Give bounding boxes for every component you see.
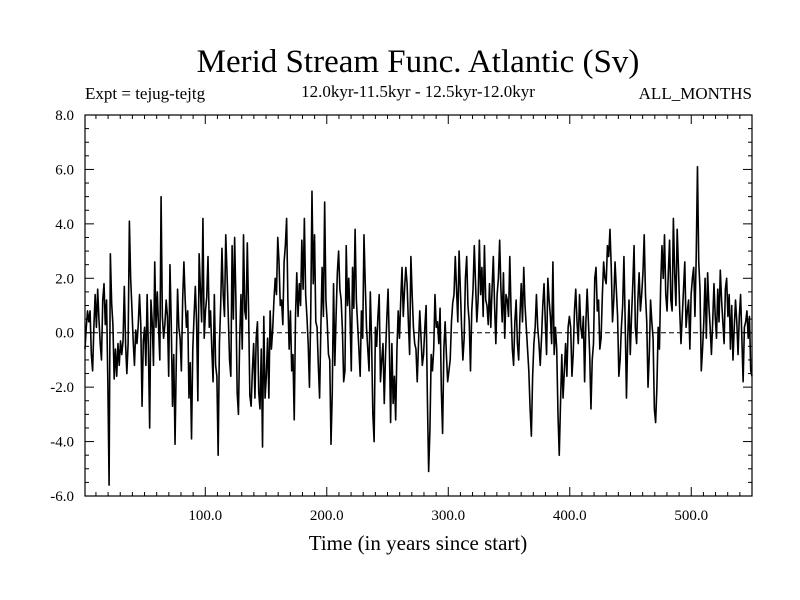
y-tick-label: 8.0	[55, 108, 74, 124]
axes	[84, 114, 753, 497]
x-tick-label: 400.0	[553, 508, 587, 524]
x-tick-label: 100.0	[188, 508, 222, 524]
series-layer	[84, 165, 753, 486]
period-label: 12.0kyr-11.5kyr - 12.5kyr-12.0kyr	[301, 82, 535, 101]
experiment-label: Expt = tejug-tejtg	[85, 84, 206, 103]
months-label: ALL_MONTHS	[639, 84, 752, 103]
y-tick-label: -2.0	[50, 380, 74, 396]
x-axis-label: Time (in years since start)	[309, 531, 528, 555]
y-tick-label: -6.0	[50, 489, 74, 505]
tick-labels: -6.0 -4.0 -2.0 0.0 2.0 4.0 6.0 8.0 100.0 200.0 300…	[50, 108, 708, 524]
y-tick-label: 6.0	[55, 162, 74, 178]
y-tick-label: 4.0	[55, 217, 74, 233]
y-tick-label: -4.0	[50, 435, 74, 451]
chart-title: Merid Stream Func. Atlantic (Sv)	[197, 44, 640, 80]
x-tick-label: 300.0	[431, 508, 465, 524]
x-tick-label: 500.0	[674, 508, 708, 524]
y-tick-label: 2.0	[55, 271, 74, 287]
x-tick-label: 200.0	[310, 508, 344, 524]
y-tick-label: 0.0	[55, 326, 74, 342]
series-line-0	[84, 165, 753, 486]
